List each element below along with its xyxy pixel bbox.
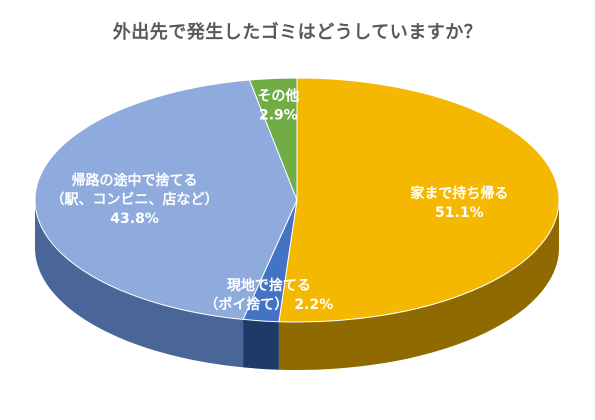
pie-category-label-1: （ポイ捨て） xyxy=(204,296,288,313)
pie-category-label-2: （駅、コンビニ、店など） xyxy=(51,191,219,208)
pie-category-label-0: 家まで持ち帰る xyxy=(410,185,508,202)
pie-slice-3 xyxy=(248,77,298,201)
pie-top-faces xyxy=(34,77,560,323)
pie-value-label-0: 51.1% xyxy=(435,205,484,221)
pie-side-walls xyxy=(35,200,559,370)
pie-slice-side-1 xyxy=(243,319,279,370)
pie-slice-0 xyxy=(278,77,560,323)
pie-slice-side-0 xyxy=(278,200,559,370)
pie-slice-2 xyxy=(34,79,298,320)
pie-value-label-1: 2.2% xyxy=(294,297,333,313)
pie-category-label-3: その他 xyxy=(257,88,299,105)
pie-value-label-2: 43.8% xyxy=(110,211,159,227)
pie-data-labels: 家まで持ち帰る 51.1% 現地で捨てる （ポイ捨て） 2.2% 帰路の途中で捨てる （駅、… xyxy=(51,88,509,313)
pie-value-label-3: 2.9% xyxy=(259,108,298,124)
pie-category-label-2: 帰路の途中で捨てる xyxy=(72,172,198,189)
pie-category-label-1: 現地で捨てる xyxy=(227,277,311,294)
pie-slice-side-2 xyxy=(35,200,244,368)
chart-title: 外出先で発生したゴミはどうしていますか？ xyxy=(112,22,483,43)
pie-category-label-1: （ポイ捨て） 2.2% xyxy=(204,296,333,313)
